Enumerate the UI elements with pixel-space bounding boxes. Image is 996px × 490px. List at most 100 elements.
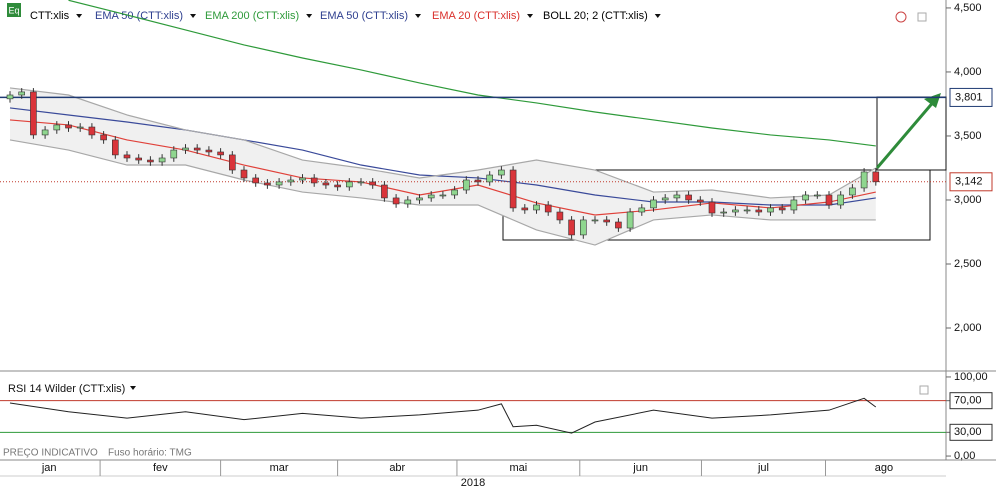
month-label: ago: [875, 462, 893, 474]
candle-body: [872, 171, 880, 183]
price-label: 3,801: [955, 91, 983, 103]
band-fill: [10, 87, 876, 246]
candle-body: [650, 199, 657, 209]
dropdown-arrow[interactable]: [306, 14, 313, 18]
candle-body: [88, 126, 96, 136]
candle-body: [6, 94, 14, 100]
y-tick-label: 3,500: [954, 130, 982, 142]
candle-body: [755, 209, 763, 213]
candle-body: [462, 179, 470, 191]
clock-icon[interactable]: [895, 11, 907, 23]
candle-body: [381, 184, 388, 199]
candle-body: [404, 199, 412, 205]
candle-body: [767, 207, 774, 213]
candle-body: [416, 197, 423, 201]
rsi-tick-label: 100,00: [954, 371, 988, 383]
legend-item: EMA 50 (CTT:xlis): [320, 10, 408, 22]
candle-body: [837, 194, 845, 206]
candle-body: [357, 181, 365, 184]
app-icon[interactable]: [7, 3, 21, 17]
candle-body: [673, 194, 681, 199]
dropdown-arrow[interactable]: [190, 14, 197, 18]
y-tick-label: 4,500: [954, 2, 982, 14]
footer-note: Fuso horário: TMG: [108, 448, 192, 459]
candle-body: [41, 129, 49, 136]
dropdown-arrow[interactable]: [654, 14, 661, 18]
price-label: 3,142: [955, 176, 983, 188]
candle-body: [287, 179, 295, 183]
candle-body: [369, 181, 377, 186]
candle-body: [170, 149, 178, 159]
candle-body: [778, 207, 786, 211]
candle-body: [135, 157, 142, 161]
candle-body: [30, 91, 37, 136]
candle-body: [392, 197, 400, 205]
month-label: mai: [509, 462, 527, 474]
window-icon[interactable]: [917, 12, 927, 22]
candle-body: [521, 207, 529, 211]
rsi-tick-label: 30,00: [954, 426, 982, 438]
dropdown-arrow[interactable]: [527, 14, 534, 18]
candle-body: [568, 219, 575, 236]
y-tick-label: 2,500: [954, 258, 982, 270]
dropdown-arrow[interactable]: [76, 14, 83, 18]
dropdown-arrow[interactable]: [130, 386, 136, 390]
candle-body: [217, 151, 224, 156]
indicator-line: [9, 87, 877, 199]
candle-body: [275, 181, 283, 186]
price-label-box: [949, 87, 993, 107]
candle-body: [708, 201, 716, 214]
candle-body: [860, 171, 868, 189]
candle-body: [451, 189, 458, 196]
month-label: mar: [270, 462, 289, 474]
candle-body: [182, 147, 189, 151]
candle-body: [732, 209, 739, 213]
candle-body: [638, 207, 646, 213]
app-icon-label: Eq: [8, 5, 19, 15]
candle-body: [252, 177, 259, 184]
candle-body: [813, 194, 821, 197]
rsi-tick-label: 0,00: [954, 450, 975, 462]
rsi-title: RSI 14 Wilder (CTT:xlis): [8, 383, 125, 395]
candle-body: [591, 219, 599, 222]
dropdown-arrow[interactable]: [415, 14, 422, 18]
legend-item: EMA 200 (CTT:xlis): [205, 10, 299, 22]
candle-body: [603, 219, 611, 223]
candle-body: [193, 147, 201, 151]
candle-body: [65, 124, 72, 129]
candle-body: [849, 187, 856, 196]
trend-arrow[interactable]: [875, 99, 937, 169]
candle-body: [322, 182, 330, 186]
candle-body: [533, 204, 540, 211]
candle-body: [802, 194, 809, 201]
month-label: jan: [41, 462, 57, 474]
indicator-line: [9, 139, 876, 246]
rsi-window-icon[interactable]: [919, 385, 929, 395]
legend-item: CTT:xlis: [30, 10, 70, 22]
candle-body: [509, 169, 517, 209]
candle-body: [334, 184, 341, 188]
indicator-line: [9, 119, 876, 216]
candle-body: [345, 181, 353, 188]
rsi-label-box: [949, 423, 993, 441]
candle-body: [427, 194, 435, 199]
indicator-line: [68, 0, 876, 147]
candle-body: [264, 182, 271, 186]
candle-body: [123, 154, 131, 159]
rsi-line: [9, 397, 877, 434]
candle-body: [556, 211, 564, 221]
rsi-tick-label: 70,00: [954, 395, 982, 407]
indicator-line: [9, 107, 876, 206]
candle-body: [439, 194, 447, 197]
candle-body: [579, 219, 587, 236]
candle-body: [229, 154, 236, 171]
legend-item: BOLL 20; 2 (CTT:xlis): [543, 10, 648, 22]
candle-body: [661, 197, 669, 201]
year-label: 2018: [461, 477, 485, 489]
candle-body: [158, 157, 166, 163]
month-label: jun: [632, 462, 648, 474]
candle-body: [626, 211, 634, 229]
y-tick-label: 2,000: [954, 322, 982, 334]
